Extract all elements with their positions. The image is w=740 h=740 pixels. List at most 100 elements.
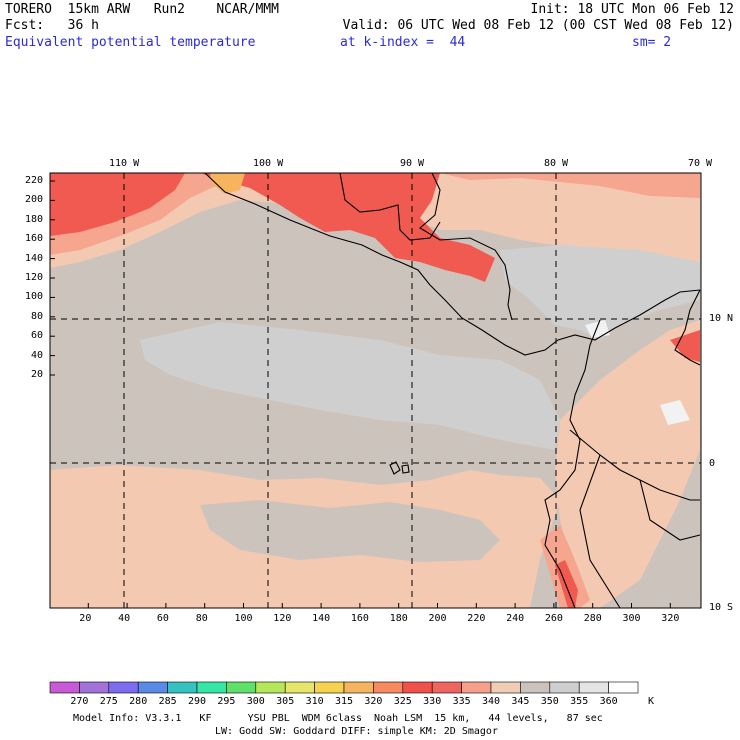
colorbar-label: 295 bbox=[217, 696, 236, 707]
x-tick-label: 280 bbox=[583, 613, 602, 624]
colorbar-swatch bbox=[490, 681, 521, 694]
k-index: at k-index = 44 bbox=[340, 35, 466, 50]
x-tick-label: 320 bbox=[661, 613, 680, 624]
colorbar-swatch bbox=[167, 681, 198, 694]
y-tick-label: 20 bbox=[31, 369, 44, 380]
gray-south-band bbox=[200, 500, 500, 562]
lat-label-10s: 10 S bbox=[709, 602, 734, 613]
orange-hotspot bbox=[210, 173, 245, 194]
model-info: Model Info: V3.3.1 KF YSU PBL WDM 6class… bbox=[73, 713, 603, 724]
colorbar-label: 315 bbox=[334, 696, 354, 707]
lat-lon-grid bbox=[50, 173, 701, 608]
x-tick-label: 300 bbox=[622, 613, 641, 624]
colorbar-swatch bbox=[549, 681, 580, 694]
x-tick-label: 120 bbox=[273, 613, 292, 624]
y-tick-label: 120 bbox=[25, 272, 44, 283]
colorbar-swatch bbox=[255, 681, 286, 694]
lat-label-equator: 0 bbox=[709, 458, 716, 469]
colorbar-label: 310 bbox=[305, 696, 324, 707]
colorbar-label: 280 bbox=[129, 696, 148, 707]
salmon-venezuela bbox=[440, 173, 700, 198]
light-patch-2 bbox=[660, 400, 690, 425]
colorbar-label: 305 bbox=[276, 696, 295, 707]
colorbar-label: 275 bbox=[99, 696, 118, 707]
x-tick-label: 160 bbox=[350, 613, 369, 624]
init-time: Init: 18 UTC Mon 06 Feb 12 bbox=[530, 2, 735, 17]
y-tick-label: 180 bbox=[25, 213, 44, 225]
y-tick-label: 160 bbox=[25, 233, 44, 245]
x-tick-label: 80 bbox=[195, 613, 208, 624]
colorbar-swatch bbox=[608, 681, 639, 694]
red-coast bbox=[200, 173, 495, 282]
colorbar-swatch bbox=[284, 681, 315, 694]
colorbar-swatch bbox=[373, 681, 404, 694]
colorbar-label: 300 bbox=[246, 696, 265, 707]
colorbar-label: 335 bbox=[452, 696, 471, 707]
colorbar-swatch bbox=[137, 681, 168, 694]
lon-label-100w: 100 W bbox=[253, 158, 284, 169]
lat-label-10n: 10 N bbox=[709, 313, 734, 324]
forecast-hour: Fcst: 36 h bbox=[5, 18, 99, 33]
peach-band-north bbox=[50, 173, 700, 270]
coastlines bbox=[204, 172, 701, 609]
colorbar-label: 270 bbox=[70, 696, 89, 707]
y-tick-label: 60 bbox=[31, 330, 44, 342]
x-tick-label: 200 bbox=[428, 613, 447, 624]
colorbar-label: 360 bbox=[599, 696, 618, 707]
valid-time: Valid: 06 UTC Wed 08 Feb 12 (00 CST Wed … bbox=[342, 18, 734, 33]
y-tick-label: 220 bbox=[25, 175, 44, 186]
colorbar-swatch bbox=[49, 681, 80, 694]
gray-central-america bbox=[500, 245, 700, 340]
colorbar-label: 325 bbox=[393, 696, 412, 707]
red-mexico bbox=[50, 173, 185, 236]
colorbar-label: 330 bbox=[423, 696, 442, 707]
colorbar bbox=[49, 681, 639, 694]
colorbar-label: 340 bbox=[481, 696, 501, 707]
y-tick-label: 40 bbox=[31, 349, 44, 361]
y-tick-label: 140 bbox=[25, 252, 44, 264]
colorbar-swatch bbox=[431, 681, 462, 694]
colorbar-label: 285 bbox=[158, 696, 177, 707]
colorbar-swatch bbox=[226, 681, 257, 694]
lon-label-70w: 70 W bbox=[688, 158, 713, 169]
colorbar-label: 290 bbox=[187, 696, 207, 707]
light-patch-1 bbox=[585, 320, 610, 338]
y-tick-label: 100 bbox=[25, 291, 44, 303]
colorbar-swatch bbox=[79, 681, 110, 694]
colorbar-swatch bbox=[578, 681, 609, 694]
y-tick-label: 200 bbox=[25, 194, 44, 206]
colorbar-swatch bbox=[520, 681, 551, 694]
x-tick-label: 260 bbox=[544, 613, 563, 624]
field-name: Equivalent potential temperature bbox=[5, 35, 256, 50]
axis-tickmarks bbox=[50, 180, 671, 608]
x-tick-label: 100 bbox=[234, 613, 253, 624]
colorbar-label: 350 bbox=[540, 696, 559, 707]
y-tick-label: 80 bbox=[31, 310, 44, 322]
lon-label-90w: 90 W bbox=[400, 158, 425, 169]
x-tick-label: 180 bbox=[389, 613, 408, 624]
red-colombia bbox=[670, 330, 700, 362]
colorbar-label: 345 bbox=[511, 696, 530, 707]
colorbar-swatch bbox=[314, 681, 345, 694]
colorbar-label: 320 bbox=[364, 696, 383, 707]
colorbar-swatch bbox=[343, 681, 374, 694]
colorbar-unit: K bbox=[647, 696, 655, 707]
x-tick-label: 220 bbox=[467, 613, 486, 624]
x-tick-label: 40 bbox=[118, 613, 131, 624]
colorbar-swatch bbox=[196, 681, 227, 694]
gray-pacific bbox=[140, 322, 560, 450]
x-tick-label: 240 bbox=[506, 613, 525, 624]
peach-andes bbox=[555, 320, 700, 608]
field-shading bbox=[50, 173, 701, 608]
smoothing: sm= 2 bbox=[632, 35, 672, 50]
lon-label-80w: 80 W bbox=[544, 158, 569, 169]
colorbar-label: 355 bbox=[570, 696, 589, 707]
x-tick-label: 60 bbox=[156, 613, 169, 624]
colorbar-swatch bbox=[108, 681, 139, 694]
plot-frame bbox=[49, 172, 702, 609]
model-title: TORERO 15km ARW Run2 NCAR/MMM bbox=[5, 2, 279, 17]
x-tick-label: 20 bbox=[79, 613, 92, 624]
colorbar-swatch bbox=[402, 681, 433, 694]
x-tick-label: 140 bbox=[312, 613, 331, 624]
